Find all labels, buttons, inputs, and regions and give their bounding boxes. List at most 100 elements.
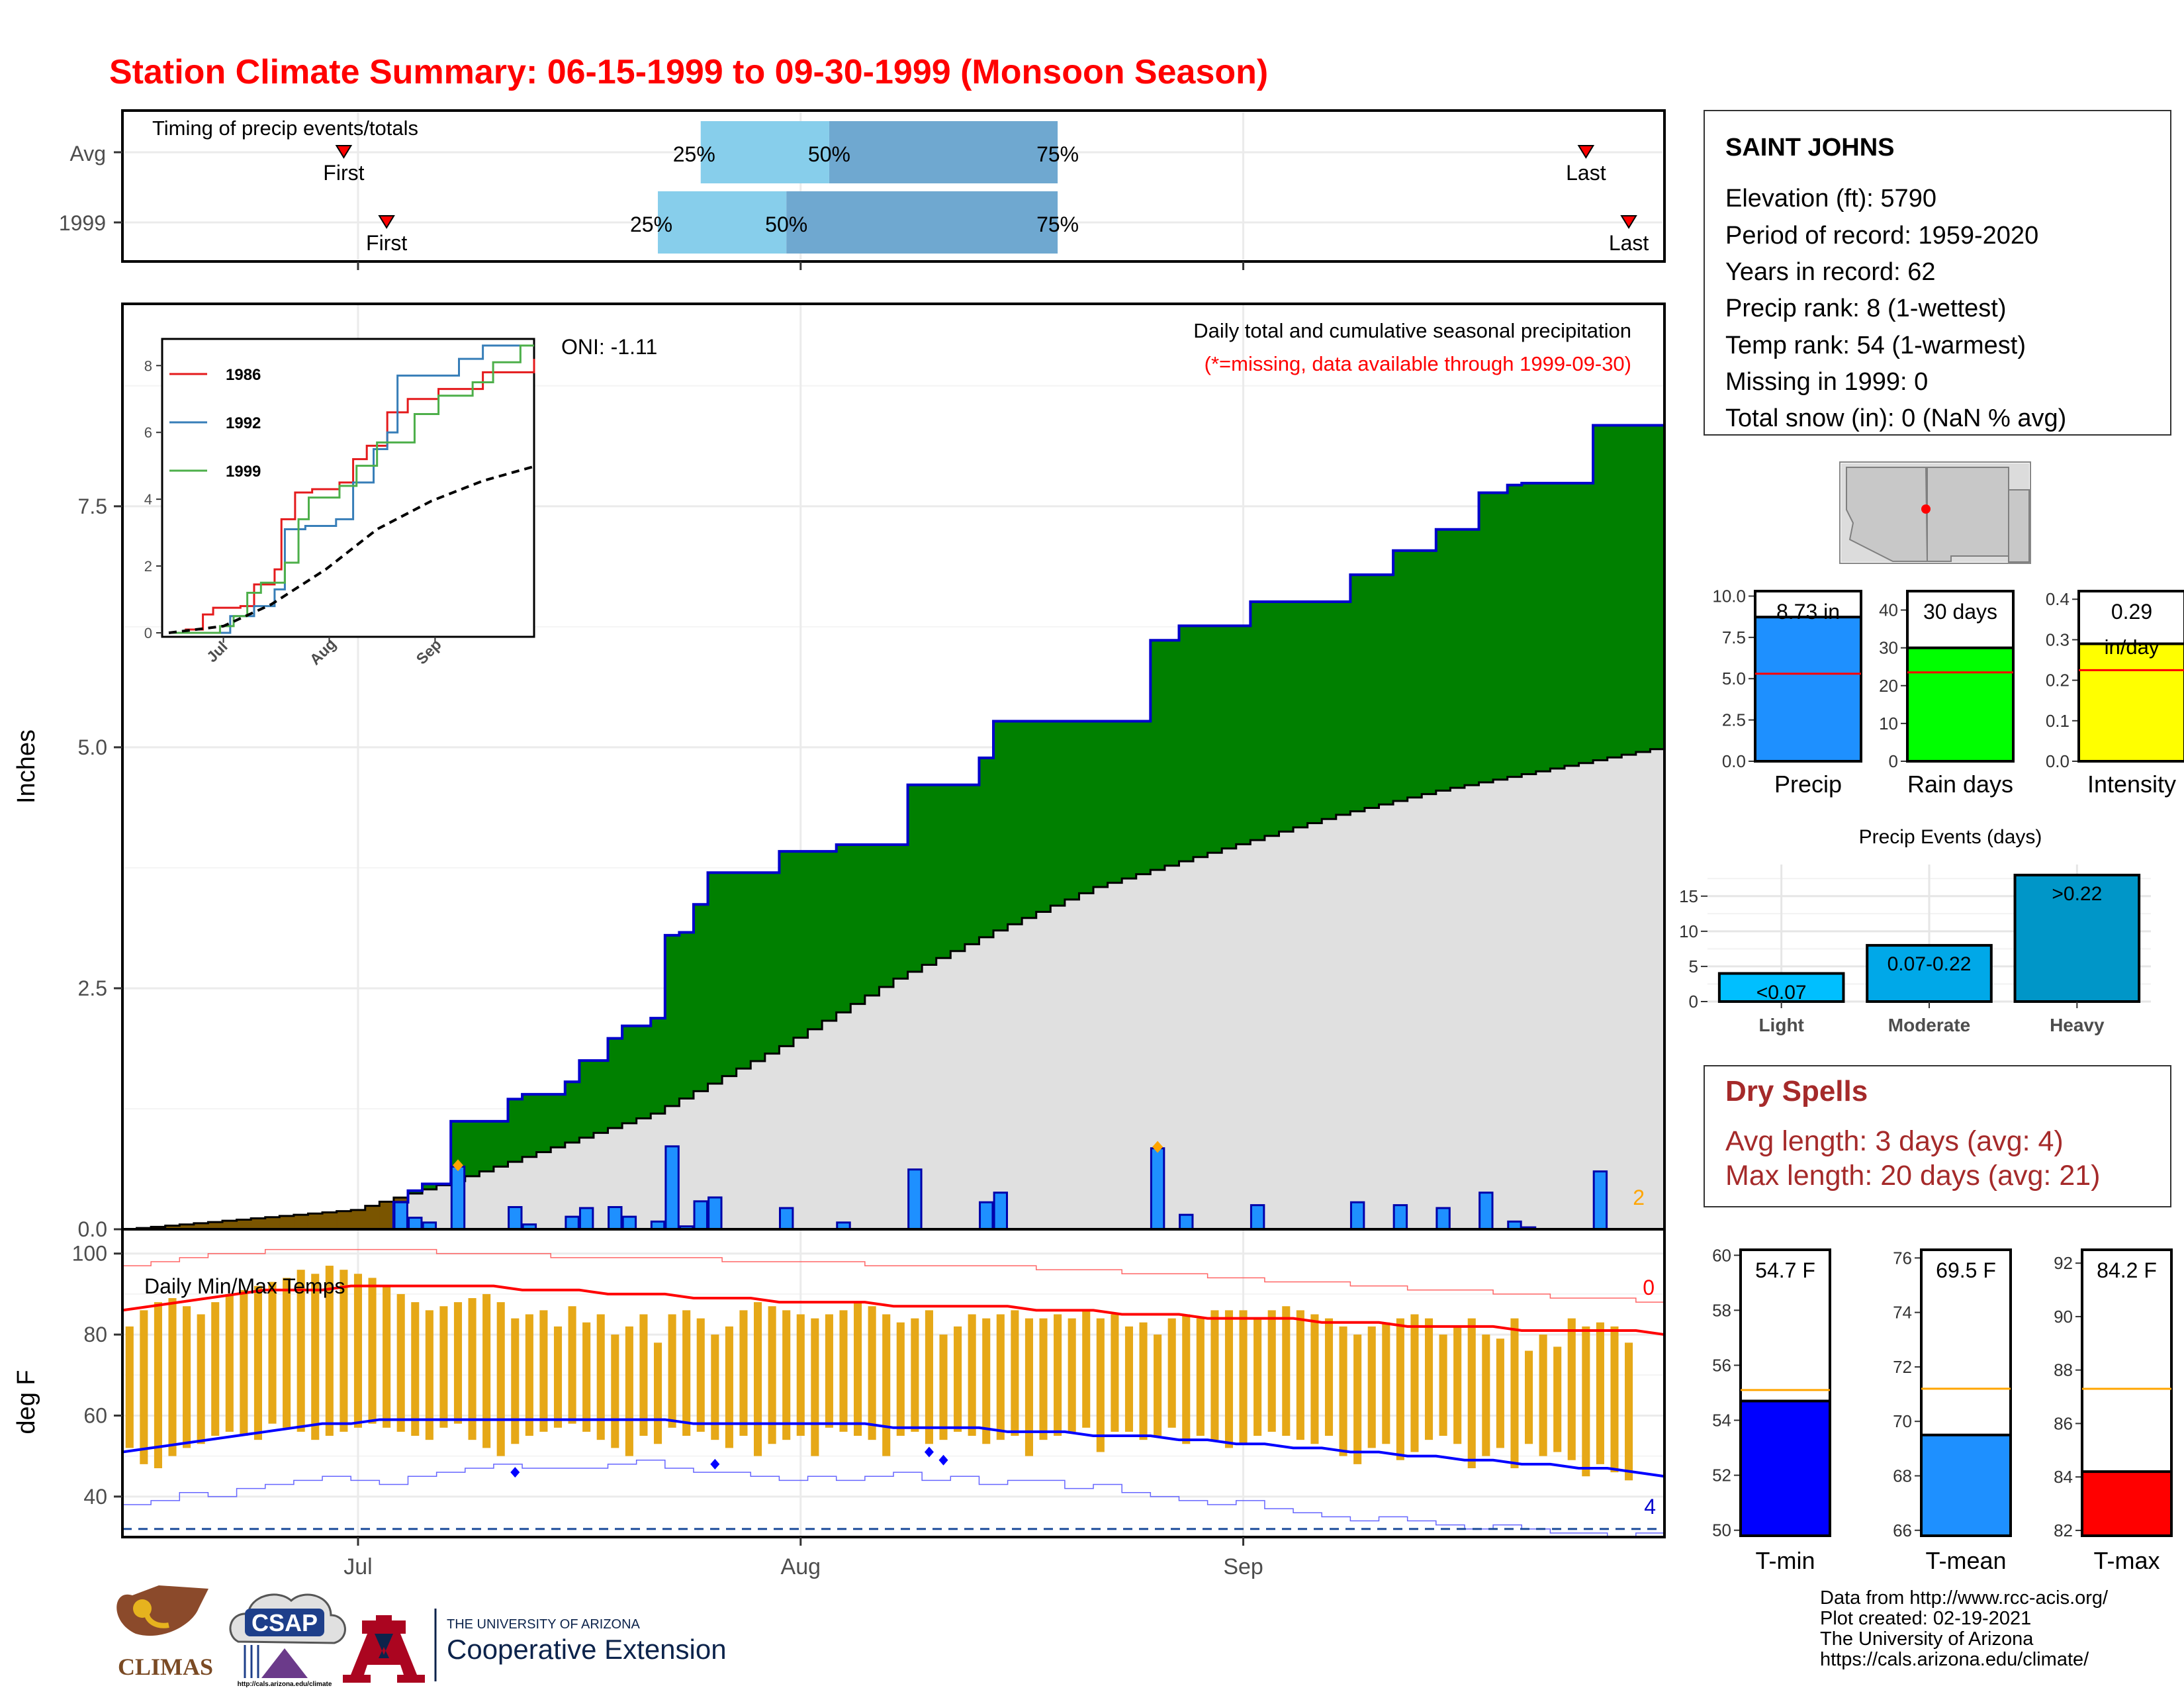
timing-last-label: Last — [1566, 161, 1606, 185]
daily-temp-range-bar — [1182, 1314, 1191, 1444]
daily-temp-range-bar — [1382, 1322, 1390, 1444]
daily-temp-range-bar — [1339, 1326, 1347, 1456]
daily-temp-range-bar — [1353, 1335, 1362, 1464]
daily-temp-range-bar — [511, 1318, 520, 1444]
daily-temp-range-bar — [168, 1298, 177, 1456]
timing-quartile-box-upper — [786, 191, 1058, 254]
daily-temp-range-bar — [1539, 1335, 1547, 1456]
timing-quartile-box-lower — [700, 121, 829, 183]
temp-ytick-label: 100 — [72, 1242, 107, 1266]
daily-temp-range-bar — [1039, 1318, 1048, 1440]
t-mean-summary-bar — [1920, 1433, 2012, 1538]
normal-tmax-line — [122, 1284, 1665, 1336]
daily-precip-bar — [1435, 1207, 1451, 1231]
timing-q25-label: 25% — [673, 142, 715, 166]
daily-temp-range-bar — [811, 1318, 819, 1456]
daily-temp-range-bar — [496, 1302, 505, 1456]
daily-precip-bar — [778, 1207, 794, 1231]
t-min-summary-ytick-label: 58 — [1712, 1300, 1731, 1320]
daily-temp-range-bar — [825, 1314, 833, 1428]
t-max-summary-category-label: T-max — [2093, 1547, 2160, 1574]
daily-precip-bar — [1349, 1201, 1365, 1231]
location-map — [1839, 461, 2031, 564]
inset-series-line — [169, 359, 535, 634]
intensity-summary-chart: 0.0 0.1 0.2 0.3 0.4 0.29 in/day Intensity — [2046, 589, 2184, 798]
daily-temp-range-bar — [1424, 1318, 1433, 1440]
footer-line-url: https://cals.arizona.edu/climate/ — [1820, 1649, 2089, 1670]
t-max-summary-ytick-label: 86 — [2054, 1413, 2073, 1433]
precip-chart-subtitle: (*=missing, data available through 1999-… — [1205, 352, 1631, 375]
daily-temp-range-bar — [1196, 1318, 1205, 1436]
daily-temp-range-bar — [1224, 1310, 1234, 1448]
daily-temp-range-bar — [1596, 1322, 1604, 1464]
daily-temp-range-bar — [539, 1310, 548, 1432]
daily-temp-range-bar — [325, 1266, 334, 1436]
date-xtick-label: Jul — [343, 1554, 372, 1579]
temp-flag-marker — [510, 1467, 520, 1478]
daily-temp-range-bar — [996, 1314, 1005, 1440]
events-ytick-label: 10 — [1679, 921, 1698, 941]
station-info-box: SAINT JOHNS Elevation (ft): 5790 Period … — [1704, 110, 2171, 436]
daily-temp-range-bar — [268, 1282, 277, 1424]
daily-temp-range-bar — [896, 1322, 905, 1436]
daily-temp-range-bar — [968, 1314, 976, 1436]
precip-ytick-label: 7.5 — [78, 494, 107, 518]
daily-temp-range-bar — [396, 1293, 405, 1432]
t-mean-summary-chart: 66 68 70 72 74 76 69.5 F T-mean — [1893, 1248, 2012, 1574]
daily-precip-bar — [450, 1165, 466, 1231]
csap-logo: CSAP http://cals.arizona.edu/climate — [229, 1593, 346, 1688]
t-max-summary-ytick-label: 88 — [2054, 1360, 2073, 1380]
daily-temp-range-bar — [1396, 1318, 1404, 1460]
ua-logo-line1: THE UNIVERSITY OF ARIZONA — [447, 1617, 641, 1632]
daily-temp-range-bar — [1625, 1342, 1633, 1481]
footer-line-created: Plot created: 02-19-2021 — [1820, 1608, 2031, 1629]
t-min-summary-ytick-label: 54 — [1712, 1411, 1731, 1430]
daily-temp-range-bar — [225, 1293, 234, 1432]
daily-temp-range-bar — [653, 1342, 662, 1444]
daily-temp-range-bar — [553, 1326, 563, 1428]
timing-first-marker — [378, 215, 395, 229]
daily-temp-range-bar — [482, 1293, 491, 1448]
daily-temp-range-bar — [768, 1306, 776, 1444]
intensity-summary-bar — [2077, 642, 2184, 763]
daily-temp-range-bar — [739, 1310, 748, 1436]
daily-precip-bar — [508, 1206, 523, 1231]
t-min-summary-ytick-label: 50 — [1712, 1521, 1731, 1540]
t-mean-summary-ytick-label: 66 — [1893, 1521, 1912, 1540]
daily-temp-range-bar — [1024, 1318, 1033, 1456]
temp-ytick-label: 80 — [83, 1323, 107, 1346]
temp-flag-marker — [710, 1458, 720, 1470]
daily-precip-bar — [1179, 1213, 1194, 1231]
daily-temp-range-bar — [1410, 1314, 1419, 1452]
daily-temp-range-bar — [882, 1314, 891, 1456]
daily-precip-bar — [408, 1217, 423, 1231]
temp-count-min: 4 — [1644, 1495, 1656, 1519]
rain-days-summary-bar — [1906, 646, 2015, 763]
cumulative-precip-line — [122, 424, 1664, 1231]
daily-temp-range-bar — [868, 1306, 876, 1440]
station-location-dot — [1921, 504, 1931, 514]
daily-temp-range-bar — [925, 1310, 933, 1444]
inset-average-line — [168, 465, 535, 634]
daily-temp-range-bar — [283, 1278, 291, 1428]
t-min-summary-value-label: 54.7 F — [1755, 1258, 1815, 1282]
daily-temp-range-bar — [1253, 1318, 1262, 1436]
daily-temp-range-bar — [711, 1335, 719, 1440]
map-texas-edge — [2008, 489, 2030, 563]
intensity-summary-ytick-label: 0.1 — [2046, 711, 2070, 731]
temp-ytick-label: 40 — [83, 1485, 107, 1509]
intensity-summary-value-label: 0.29 — [2111, 600, 2152, 624]
timing-q25-label: 25% — [630, 212, 672, 236]
daily-temp-range-bar — [625, 1326, 633, 1456]
daily-temp-range-bar — [1082, 1310, 1091, 1428]
daily-temp-range-bar — [954, 1326, 962, 1432]
t-mean-summary-ytick-label: 70 — [1893, 1411, 1912, 1431]
daily-temp-range-bar — [754, 1302, 762, 1456]
daily-temp-range-bar — [854, 1302, 862, 1436]
daily-temp-range-bar — [668, 1314, 676, 1428]
inset-ytick-label: 6 — [144, 424, 152, 441]
daily-temp-range-bar — [183, 1306, 191, 1448]
t-mean-summary-ytick-label: 74 — [1893, 1303, 1912, 1323]
precip-summary-chart: 0.0 2.5 5.0 7.5 10.0 8.73 in Precip — [1712, 586, 1862, 798]
